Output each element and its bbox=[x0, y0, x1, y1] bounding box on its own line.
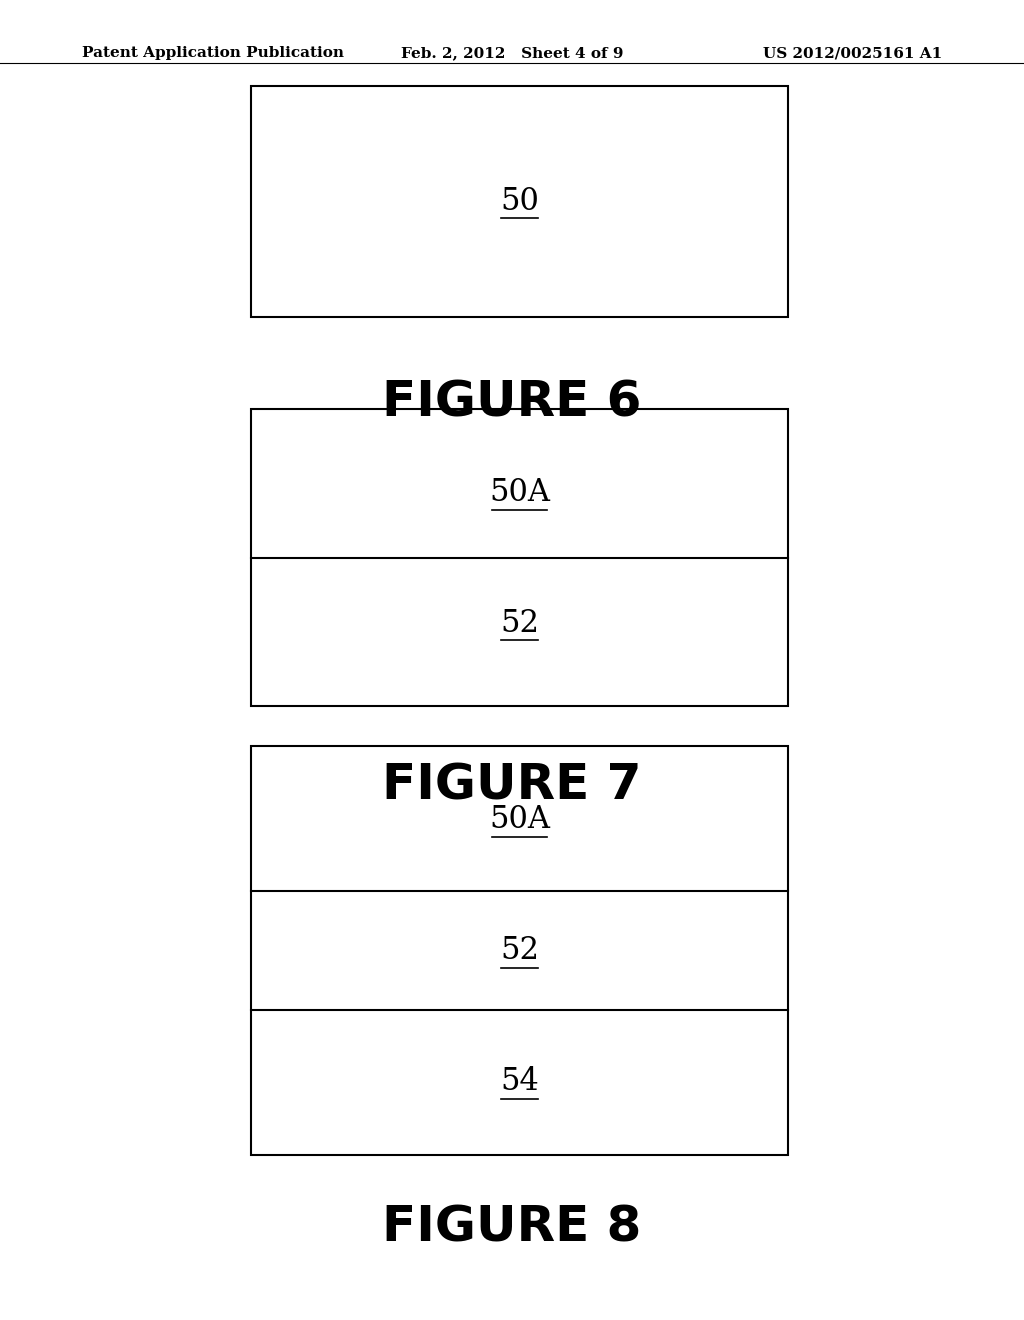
Text: 52: 52 bbox=[500, 935, 540, 966]
Text: 50: 50 bbox=[501, 186, 539, 216]
Bar bbox=[251, 86, 788, 317]
Text: FIGURE 6: FIGURE 6 bbox=[382, 379, 642, 426]
Text: 54: 54 bbox=[501, 1065, 539, 1097]
Text: Patent Application Publication: Patent Application Publication bbox=[82, 46, 344, 61]
Text: Feb. 2, 2012   Sheet 4 of 9: Feb. 2, 2012 Sheet 4 of 9 bbox=[400, 46, 624, 61]
Text: FIGURE 7: FIGURE 7 bbox=[382, 762, 642, 809]
Text: 50A: 50A bbox=[489, 804, 550, 836]
Bar bbox=[251, 746, 788, 1155]
Bar bbox=[251, 409, 788, 706]
Text: 50A: 50A bbox=[489, 477, 550, 508]
Text: FIGURE 8: FIGURE 8 bbox=[382, 1204, 642, 1251]
Text: US 2012/0025161 A1: US 2012/0025161 A1 bbox=[763, 46, 942, 61]
Text: 52: 52 bbox=[500, 607, 540, 639]
